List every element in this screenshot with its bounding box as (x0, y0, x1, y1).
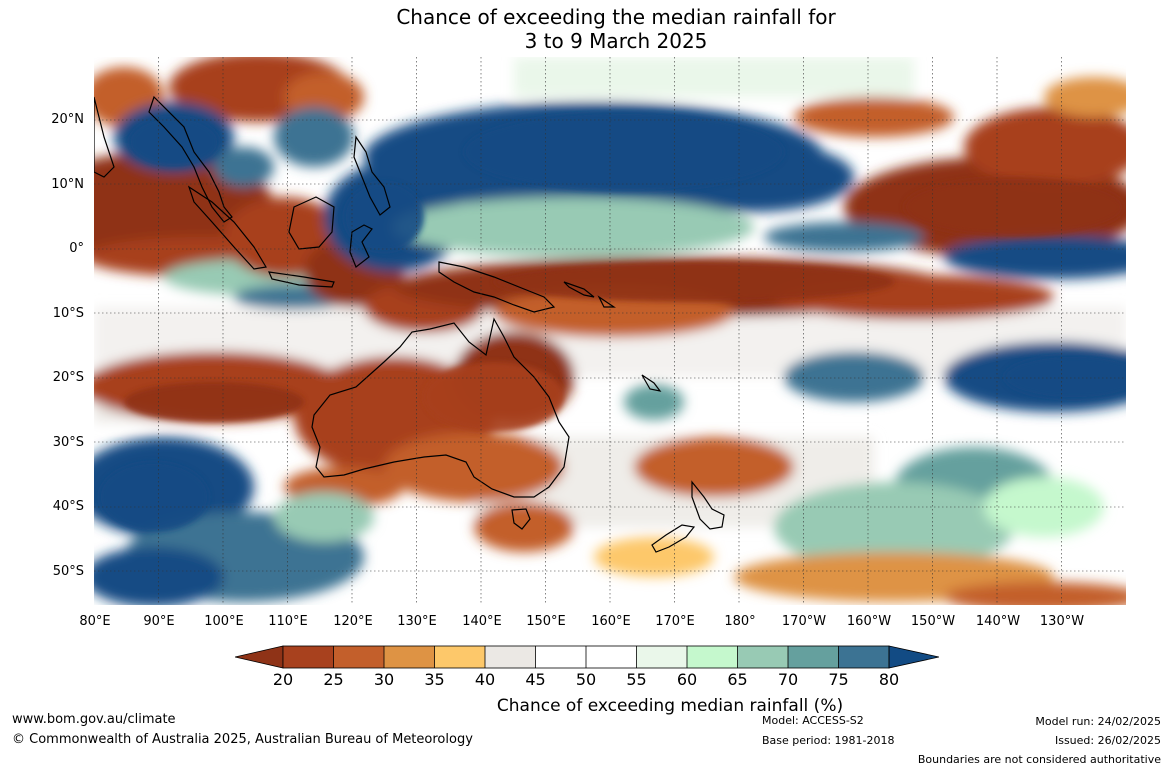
colorbar-55-60 (636, 646, 687, 668)
colorbar-tick-55: 55 (626, 670, 647, 689)
colorbar-tick-60: 60 (676, 670, 698, 689)
colorbar-50-55 (586, 646, 637, 668)
lon-label-90e: 90°E (143, 614, 175, 629)
lon-label-80e: 80°E (79, 614, 111, 629)
sumatra-coastline (187, 185, 267, 270)
lon-label-160w: 160°W (846, 614, 892, 629)
lat-label-20n: 20°N (51, 112, 84, 127)
colorbar-tick-35: 35 (424, 670, 445, 689)
colorbar-20-25 (283, 646, 334, 668)
lon-label-150w: 150°W (910, 614, 956, 629)
colorbar-tick-80: 80 (878, 670, 900, 689)
boundaries-disclaimer: Boundaries are not considered authoritat… (917, 753, 1161, 766)
new-guinea-coastline (438, 261, 556, 313)
colorbar-tick-65: 65 (727, 670, 748, 689)
colorbar-tick-70: 70 (777, 670, 799, 689)
lon-label-150e: 150°E (526, 614, 566, 629)
colorbar-tick-75: 75 (828, 670, 849, 689)
new-caledonia-coastline (641, 374, 662, 392)
new-zealand-coastline (651, 480, 725, 553)
tasmania-coastline (511, 508, 531, 530)
copyright-text: © Commonwealth of Australia 2025, Austra… (12, 732, 473, 747)
philippines-coastline (353, 135, 391, 216)
colorbar-75-80 (838, 646, 889, 668)
issued-date: Issued: 26/02/2025 (1054, 734, 1161, 747)
lat-label-10n: 10°N (51, 177, 84, 192)
colorbar-40-45 (485, 646, 536, 668)
lat-label-30s: 30°S (52, 435, 84, 450)
colorbar-70-75 (788, 646, 839, 668)
sulawesi-coastline (349, 224, 373, 268)
solomon-islands-coastline (563, 281, 616, 308)
map-canvas (94, 57, 1126, 605)
map-title-line-2: 3 to 9 March 2025 (524, 29, 708, 53)
lon-label-140e: 140°E (462, 614, 502, 629)
colorbar-35-40 (434, 646, 485, 668)
colorbar-60-65 (687, 646, 738, 668)
colorbar-45-50 (535, 646, 586, 668)
coastlines (94, 95, 725, 553)
colorbar-tick-25: 25 (323, 670, 344, 689)
india-coastline (94, 96, 115, 178)
lat-label-equator: 0° (69, 241, 84, 256)
australia-coastline (311, 317, 570, 498)
lat-label-10s: 10°S (52, 306, 84, 321)
colorbar-25-30 (333, 646, 384, 668)
lon-label-120e: 120°E (333, 614, 373, 629)
base-period: Base period: 1981-2018 (762, 734, 895, 747)
colorbar-above-80 (888, 645, 939, 669)
lon-label-170w: 170°W (781, 614, 827, 629)
lon-label-140w: 140°W (975, 614, 1021, 629)
lon-label-130w: 130°W (1039, 614, 1085, 629)
indochina-coastline (148, 95, 233, 223)
colorbar-30-35 (384, 646, 435, 668)
lon-label-110e: 110°E (268, 614, 308, 629)
map-title-line-1: Chance of exceeding the median rainfall … (396, 5, 836, 29)
borneo-coastline (288, 196, 335, 250)
colorbar-tick-30: 30 (373, 670, 395, 689)
java-coastline (268, 271, 335, 288)
lat-label-20s: 20°S (52, 370, 84, 385)
colorbar-65-70 (737, 646, 788, 668)
colorbar-tick-50: 50 (575, 670, 597, 689)
graticule (94, 57, 1126, 605)
colorbar-below-20 (235, 645, 284, 669)
website-link[interactable]: www.bom.gov.au/climate (12, 712, 176, 727)
colorbar-tick-40: 40 (474, 670, 496, 689)
lon-label-160e: 160°E (591, 614, 631, 629)
lon-label-130e: 130°E (397, 614, 437, 629)
colorbar-tick-45: 45 (525, 670, 546, 689)
rainfall-probability-map (94, 57, 1126, 605)
colorbar (235, 645, 939, 669)
lat-label-40s: 40°S (52, 499, 84, 514)
colorbar-label: Chance of exceeding median rainfall (%) (496, 696, 844, 716)
lon-label-180: 180° (724, 614, 756, 629)
lat-label-50s: 50°S (52, 564, 84, 579)
lon-label-100e: 100°E (204, 614, 244, 629)
model-name: Model: ACCESS-S2 (762, 714, 864, 727)
probability-detail (99, 112, 1126, 532)
lon-label-170e: 170°E (655, 614, 695, 629)
model-run-date: Model run: 24/02/2025 (1035, 715, 1161, 728)
colorbar-tick-20: 20 (272, 670, 294, 689)
